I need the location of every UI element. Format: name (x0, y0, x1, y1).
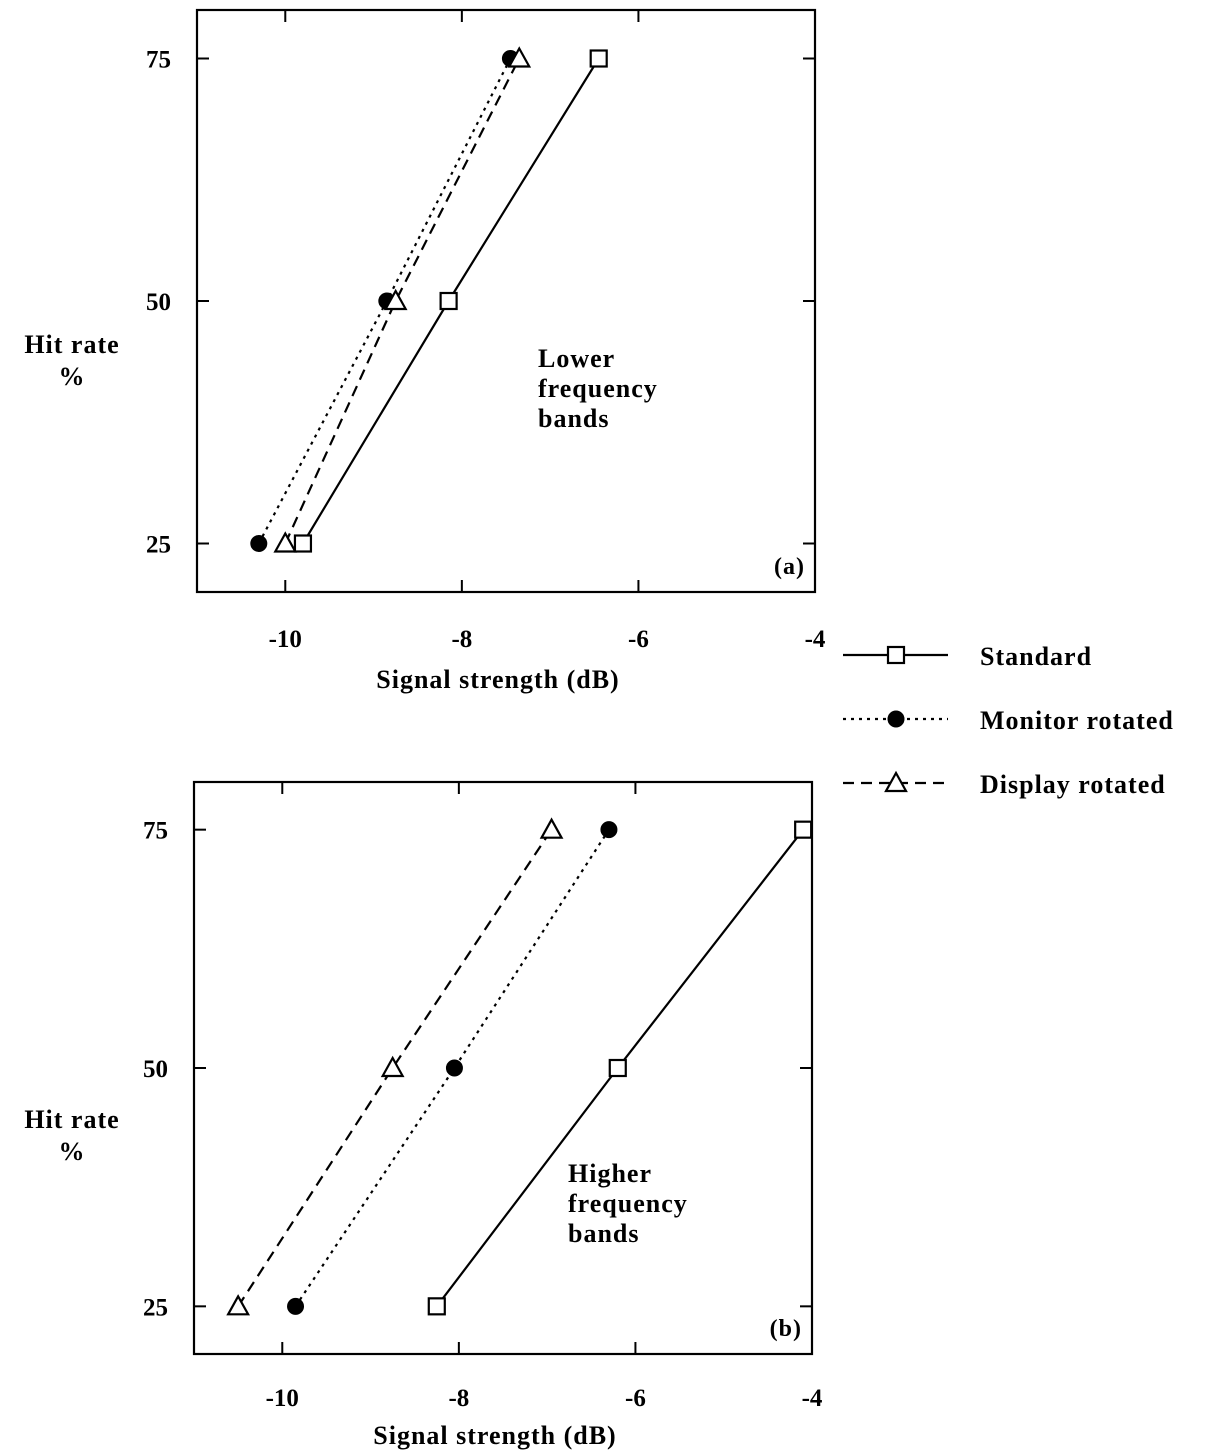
panel-annotation-line: frequency (568, 1189, 688, 1218)
x-tick-label: -4 (805, 626, 826, 653)
x-tick-label: -6 (625, 1385, 646, 1412)
plot-frame (195, 8, 817, 594)
chart-panel-a: -10 -8 -6 -4 25 50 75 Signal strength (dB) Hit r… (24, 8, 826, 694)
y-tick-label: 75 (146, 47, 171, 74)
legend-item: Display rotated (843, 770, 1166, 799)
series-square (427, 820, 813, 1316)
data-point (427, 1297, 446, 1316)
legend-marker (886, 645, 906, 665)
data-point (273, 531, 298, 553)
legend-label: Monitor rotated (980, 706, 1174, 735)
legend-marker (887, 710, 905, 728)
data-point (380, 1055, 405, 1078)
data-point (383, 288, 408, 311)
y-axis-label: Hit rate (24, 330, 119, 359)
series-square (293, 49, 608, 553)
y-tick-label: 75 (143, 818, 168, 845)
legend-item: Monitor rotated (843, 706, 1174, 735)
data-point (600, 821, 618, 839)
data-point (293, 534, 313, 553)
chart-panels: -10 -8 -6 -4 25 50 75 Signal strength (dB) Hit r… (24, 8, 826, 1450)
x-tick-label: -8 (451, 626, 472, 653)
series-circle (250, 50, 519, 552)
panel-annotation-line: Higher (568, 1159, 652, 1188)
series-triangle (226, 817, 564, 1316)
panel-annotation-line: Lower (538, 344, 615, 373)
data-point (445, 1059, 463, 1077)
chart-panel-b: -10 -8 -6 -4 25 50 75 Signal strength (dB) Hit r… (24, 780, 823, 1450)
plot-frame (192, 780, 814, 1356)
panel-annotation-line: bands (538, 404, 610, 433)
y-axis-unit: % (59, 362, 86, 391)
legend-item: Standard (843, 642, 1092, 671)
data-point (226, 1294, 251, 1316)
panel-label: (a) (774, 554, 805, 580)
data-point (794, 820, 813, 839)
y-axis-label: Hit rate (24, 1105, 119, 1134)
x-tick-label: -10 (269, 626, 302, 653)
data-point (539, 817, 564, 839)
panel-annotation-line: bands (568, 1219, 640, 1248)
y-tick-label: 25 (143, 1294, 168, 1321)
x-tick-label: -4 (802, 1385, 823, 1412)
legend-label: Standard (980, 642, 1092, 671)
y-tick-label: 25 (146, 532, 171, 559)
series-circle (287, 821, 618, 1315)
x-tick-label: -10 (266, 1385, 299, 1412)
data-point (287, 1297, 305, 1315)
series-line (237, 829, 553, 1307)
panel-label: (b) (770, 1316, 802, 1342)
data-point (608, 1058, 627, 1078)
data-point (250, 535, 268, 552)
data-point (439, 291, 458, 311)
data-point (589, 49, 608, 68)
y-tick-label: 50 (146, 289, 171, 316)
data-point (507, 46, 532, 68)
legend: Standard Monitor rotated Display rotated (843, 642, 1174, 799)
x-axis-label: Signal strength (dB) (376, 665, 619, 694)
y-axis-unit: % (59, 1137, 86, 1166)
panel-annotation-line: frequency (538, 374, 658, 403)
series-triangle (273, 46, 532, 553)
y-tick-label: 50 (143, 1056, 168, 1083)
x-tick-label: -8 (448, 1385, 469, 1412)
x-tick-label: -6 (628, 626, 649, 653)
x-axis-label: Signal strength (dB) (373, 1421, 616, 1450)
legend-label: Display rotated (980, 770, 1166, 799)
legend-marker (884, 770, 908, 793)
